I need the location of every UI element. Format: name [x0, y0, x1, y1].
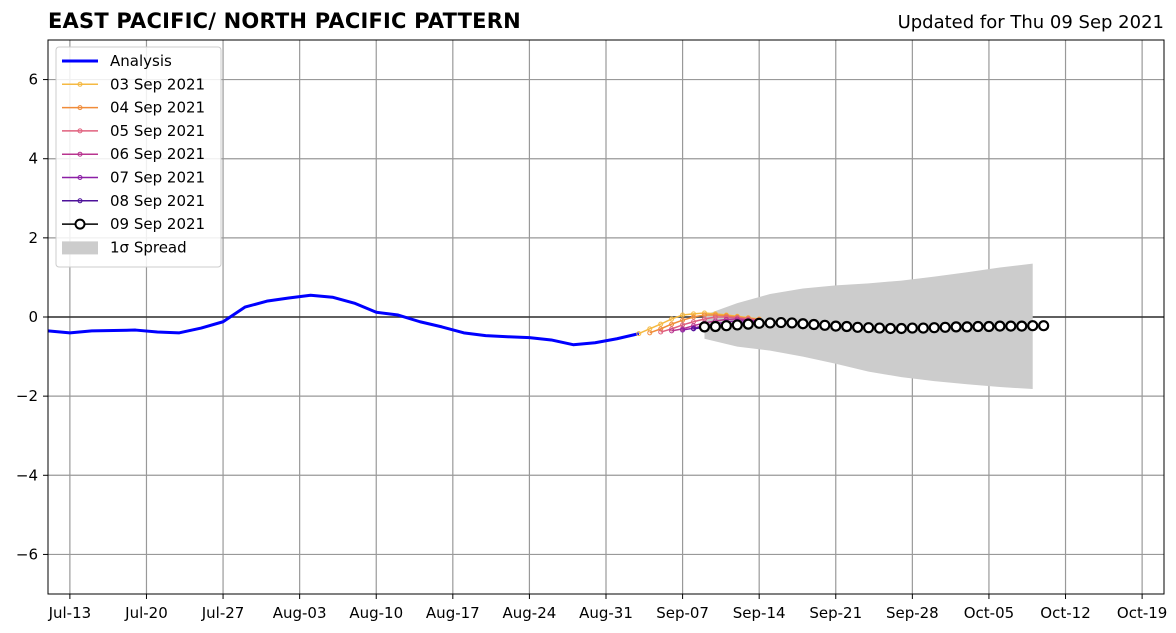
- current-forecast-point: [852, 321, 864, 333]
- legend-label: 1σ Spread: [110, 238, 187, 256]
- forecast-point: [669, 328, 675, 334]
- y-tick-label: 0: [28, 308, 38, 326]
- current-forecast-point: [753, 317, 765, 329]
- forecast-point: [669, 316, 675, 322]
- current-forecast-point: [709, 320, 722, 333]
- current-forecast-point: [786, 317, 798, 329]
- x-tick-label: Aug-17: [426, 604, 480, 622]
- current-forecast-point: [1005, 320, 1017, 332]
- current-forecast-point: [720, 320, 732, 332]
- legend-swatch-marker: [77, 128, 83, 134]
- forecast-line: [649, 314, 760, 334]
- forecast-point: [658, 326, 664, 332]
- current-forecast-point: [1016, 320, 1028, 332]
- forecast-point: [691, 326, 697, 332]
- current-forecast-point: [884, 322, 897, 335]
- current-forecast-point: [808, 318, 820, 331]
- x-tick-label: Oct-05: [964, 604, 1014, 622]
- forecast-point: [636, 331, 642, 337]
- chart-subtitle: Updated for Thu 09 Sep 2021: [897, 12, 1164, 33]
- legend-swatch-spread: [62, 241, 98, 255]
- current-forecast-point: [1027, 320, 1039, 332]
- current-forecast-point: [983, 320, 995, 333]
- legend-label: 05 Sep 2021: [110, 122, 205, 140]
- current-forecast-point: [775, 316, 787, 329]
- legend-label: 03 Sep 2021: [110, 75, 205, 93]
- current-forecast-point: [928, 322, 940, 334]
- x-tick-label: Aug-03: [273, 604, 327, 622]
- forecast-point: [647, 330, 653, 336]
- current-forecast-point: [731, 319, 743, 331]
- plot-frame: [47, 39, 1165, 595]
- legend-swatch-marker: [77, 81, 83, 87]
- current-forecast-point: [742, 318, 754, 330]
- current-forecast-point: [939, 321, 951, 333]
- current-forecast-point: [819, 319, 831, 331]
- y-tick-label: −2: [16, 387, 38, 405]
- current-forecast-point: [906, 322, 918, 334]
- legend-swatch-marker: [77, 105, 83, 111]
- legend-swatch-marker: [74, 218, 86, 230]
- current-forecast-point: [797, 318, 809, 330]
- forecast-point: [691, 314, 697, 320]
- current-forecast-point: [830, 320, 842, 332]
- current-forecast-point: [1038, 320, 1050, 332]
- forecast-point: [680, 312, 686, 318]
- forecast-point: [658, 321, 664, 327]
- chart-title: EAST PACIFIC/ NORTH PACIFIC PATTERN: [48, 9, 521, 33]
- legend-swatch-marker: [77, 198, 83, 204]
- x-tick-label: Aug-31: [579, 604, 633, 622]
- forecast-point: [691, 311, 697, 317]
- x-tick-label: Oct-12: [1040, 604, 1090, 622]
- x-tick-label: Sep-28: [886, 604, 939, 622]
- current-forecast-point: [917, 322, 929, 334]
- y-tick-label: 2: [28, 229, 38, 247]
- current-forecast-point: [950, 321, 962, 333]
- x-tick-label: Sep-07: [656, 604, 709, 622]
- current-forecast-point: [862, 322, 875, 334]
- y-tick-label: 6: [28, 71, 38, 89]
- legend-swatch-marker: [77, 151, 83, 157]
- x-tick-label: Oct-19: [1117, 604, 1167, 622]
- y-tick-label: −6: [16, 545, 38, 563]
- legend-label: 09 Sep 2021: [110, 215, 205, 233]
- x-tick-label: Sep-14: [733, 604, 786, 622]
- x-tick-label: Jul-20: [124, 604, 168, 622]
- x-tick-label: Sep-21: [809, 604, 862, 622]
- current-forecast-point: [961, 321, 973, 333]
- current-forecast-point: [895, 322, 908, 335]
- current-forecast-point: [873, 322, 886, 334]
- x-tick-label: Aug-24: [503, 604, 557, 622]
- x-tick-label: Aug-10: [349, 604, 403, 622]
- forecast-point: [658, 329, 664, 335]
- legend-label: 04 Sep 2021: [110, 99, 205, 117]
- legend-box: [55, 46, 222, 268]
- forecast-line: [660, 316, 760, 333]
- x-tick-label: Jul-13: [48, 604, 92, 622]
- forecast-point: [680, 327, 686, 333]
- forecast-point: [669, 326, 675, 332]
- y-tick-label: −4: [16, 466, 38, 484]
- x-tick-label: Jul-27: [201, 604, 245, 622]
- legend-label: 07 Sep 2021: [110, 169, 205, 187]
- current-forecast-point: [972, 320, 984, 333]
- legend-label: Analysis: [110, 52, 172, 70]
- forecast-point: [669, 321, 675, 327]
- legend-swatch-marker: [77, 175, 83, 180]
- analysis-line: [47, 293, 640, 347]
- current-forecast-point: [841, 320, 853, 333]
- current-forecast-point: [994, 320, 1006, 332]
- current-forecast-point: [698, 321, 711, 333]
- forecast-point: [680, 317, 686, 323]
- current-forecast-point: [764, 317, 776, 329]
- legend-label: 08 Sep 2021: [110, 192, 205, 210]
- legend: Analysis 03 Sep 2021 04 Sep 2021 05 Sep 202…: [55, 46, 222, 268]
- legend-label: 06 Sep 2021: [110, 145, 205, 163]
- y-tick-label: 4: [28, 150, 38, 168]
